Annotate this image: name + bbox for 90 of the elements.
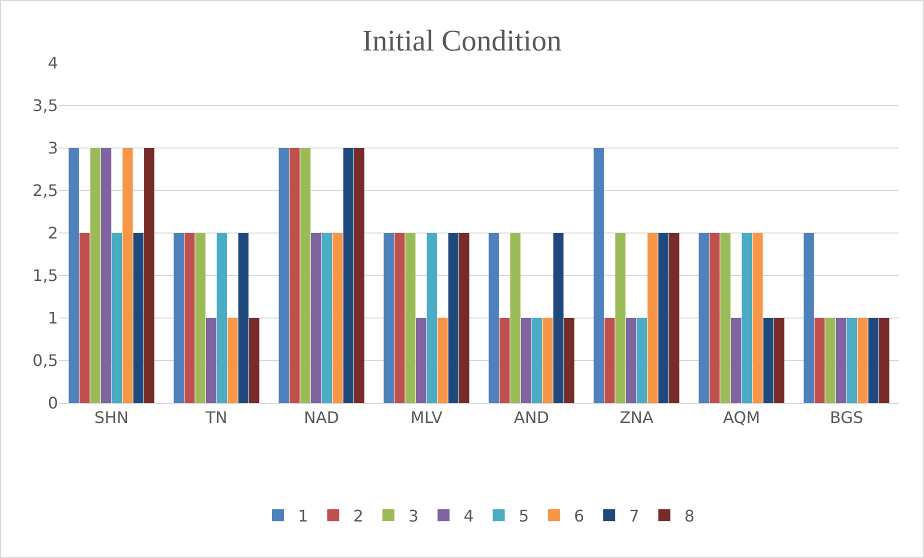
legend-label: 6 [574, 506, 584, 526]
bar [553, 233, 564, 403]
bar [752, 233, 763, 403]
y-tick-label: 1,5 [32, 266, 58, 286]
bar [709, 233, 720, 403]
bar [636, 318, 647, 403]
x-tick-label: TN [204, 408, 228, 428]
y-tick-label: 0,5 [32, 351, 58, 370]
bar [604, 318, 615, 403]
bar [426, 233, 437, 403]
bar [731, 318, 742, 403]
bar [488, 233, 499, 403]
bar [68, 148, 79, 403]
bar [416, 318, 426, 403]
bar [698, 233, 709, 403]
bar [322, 233, 332, 403]
bar [669, 233, 680, 403]
bar [289, 148, 300, 403]
bar [774, 318, 784, 403]
bar [101, 148, 112, 403]
x-tick-label: NAD [304, 408, 340, 428]
y-tick-label: 2,5 [32, 181, 58, 200]
bar [879, 318, 890, 403]
bar [499, 318, 510, 403]
bar [206, 318, 216, 403]
legend-label: 7 [629, 506, 640, 526]
y-tick-label: 3,5 [32, 96, 58, 116]
bar [405, 233, 416, 403]
bar [459, 233, 470, 403]
bar [626, 318, 636, 403]
bar [542, 318, 553, 403]
legend-label: 3 [408, 506, 419, 526]
x-tick-label: BGS [830, 408, 864, 428]
bar [311, 233, 322, 403]
chart-title: Initial Condition [362, 24, 562, 58]
x-tick-label: ZNA [620, 408, 654, 428]
bar [720, 233, 730, 403]
bar [448, 233, 459, 403]
legend-label: 5 [518, 506, 529, 526]
bar [278, 148, 289, 403]
legend-label: 4 [464, 506, 474, 526]
bar [763, 318, 774, 403]
bar [228, 318, 238, 403]
bar [814, 318, 825, 403]
bar [90, 148, 100, 403]
bar [174, 233, 184, 403]
bar [438, 318, 448, 403]
y-tick-label: 4 [48, 54, 58, 73]
bar [354, 148, 364, 403]
bar [510, 233, 520, 403]
bar [122, 148, 133, 403]
bar [184, 233, 195, 403]
bar [195, 233, 206, 403]
bar [742, 233, 752, 403]
bar [836, 318, 846, 403]
bar [868, 318, 879, 403]
legend-label: 1 [298, 506, 308, 526]
bar [216, 233, 227, 403]
y-tick-label: 0 [48, 394, 58, 413]
bar [384, 233, 394, 403]
bar [658, 233, 669, 403]
bar [394, 233, 405, 403]
bar [846, 318, 857, 403]
x-tick-label: MLV [410, 408, 443, 428]
bar [825, 318, 836, 403]
bar [858, 318, 868, 403]
bar [249, 318, 260, 403]
y-tick-label: 2 [48, 224, 58, 243]
bar [144, 148, 154, 403]
bar [594, 148, 604, 403]
bar [238, 233, 249, 403]
bar [532, 318, 542, 403]
legend-label: 2 [353, 506, 364, 526]
bar [79, 233, 90, 403]
bar [133, 233, 144, 403]
legend-label: 8 [684, 506, 694, 526]
bar [521, 318, 532, 403]
bar [615, 233, 626, 403]
bar [112, 233, 122, 403]
bar [300, 148, 310, 403]
x-tick-label: SHN [94, 408, 129, 428]
bar [343, 148, 354, 403]
bar [564, 318, 574, 403]
bar [804, 233, 814, 403]
y-tick-label: 3 [48, 138, 58, 158]
x-tick-label: AQM [722, 408, 760, 428]
bar [332, 233, 343, 403]
y-tick-label: 1 [48, 308, 58, 328]
bar [648, 233, 658, 403]
x-tick-label: AND [514, 408, 550, 428]
